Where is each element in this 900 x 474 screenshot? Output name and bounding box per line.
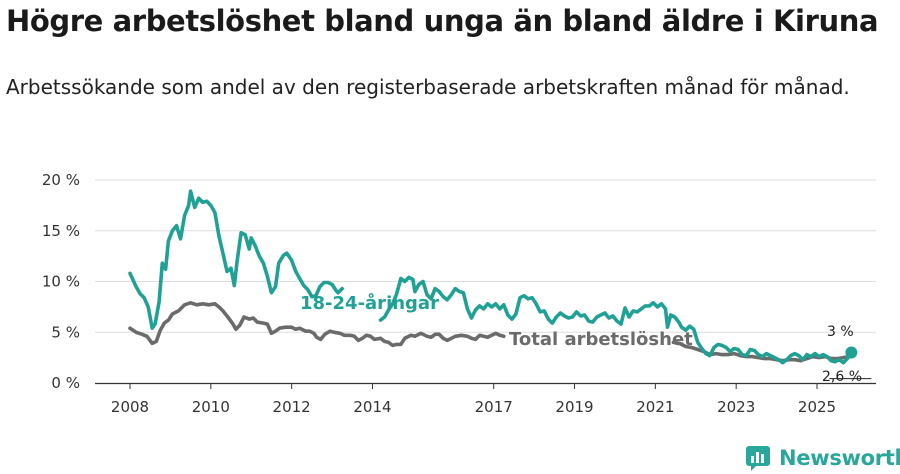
y-tick-label: 10 % bbox=[42, 273, 80, 291]
y-tick-label: 0 % bbox=[51, 374, 80, 392]
series-lines bbox=[128, 189, 872, 380]
brand-name: Newsworthy bbox=[779, 446, 900, 470]
end-label-total: 2,6 % bbox=[822, 369, 862, 385]
series-line-youth bbox=[128, 189, 344, 330]
x-tick-label: 2008 bbox=[111, 398, 149, 416]
series-label-youth: 18-24-åringar bbox=[300, 292, 439, 314]
x-tick-label: 2025 bbox=[798, 398, 836, 416]
series-label-total: Total arbetslöshet bbox=[509, 329, 693, 350]
x-tick-label: 2012 bbox=[273, 398, 311, 416]
y-axis: 0 % 5 % 10 % 15 % 20 % bbox=[42, 171, 80, 392]
y-tick-label: 20 % bbox=[42, 171, 80, 189]
newsworthy-logo-icon bbox=[746, 446, 770, 471]
x-axis: 2008 2010 2012 2014 2017 2019 2021 2023 2025 bbox=[95, 382, 876, 416]
chart-subtitle: Arbetssökande som andel av den registerb… bbox=[6, 75, 850, 99]
x-tick-label: 2021 bbox=[636, 398, 674, 416]
x-tick-label: 2017 bbox=[475, 398, 513, 416]
x-tick-label: 2019 bbox=[555, 398, 593, 416]
gridlines bbox=[95, 179, 876, 333]
y-tick-label: 5 % bbox=[51, 323, 80, 341]
series-line-youth bbox=[378, 275, 854, 365]
brand-logo: Newsworthy bbox=[745, 443, 900, 473]
x-tick-label: 2023 bbox=[717, 398, 755, 416]
end-marker-youth bbox=[845, 346, 858, 359]
y-tick-label: 15 % bbox=[42, 222, 80, 240]
x-tick-label: 2014 bbox=[353, 398, 391, 416]
series-line-total bbox=[128, 301, 506, 348]
chart-title: Högre arbetslöshet bland unga än bland ä… bbox=[6, 4, 879, 38]
x-tick-label: 2010 bbox=[192, 398, 230, 416]
end-label-youth: 3 % bbox=[827, 324, 854, 340]
